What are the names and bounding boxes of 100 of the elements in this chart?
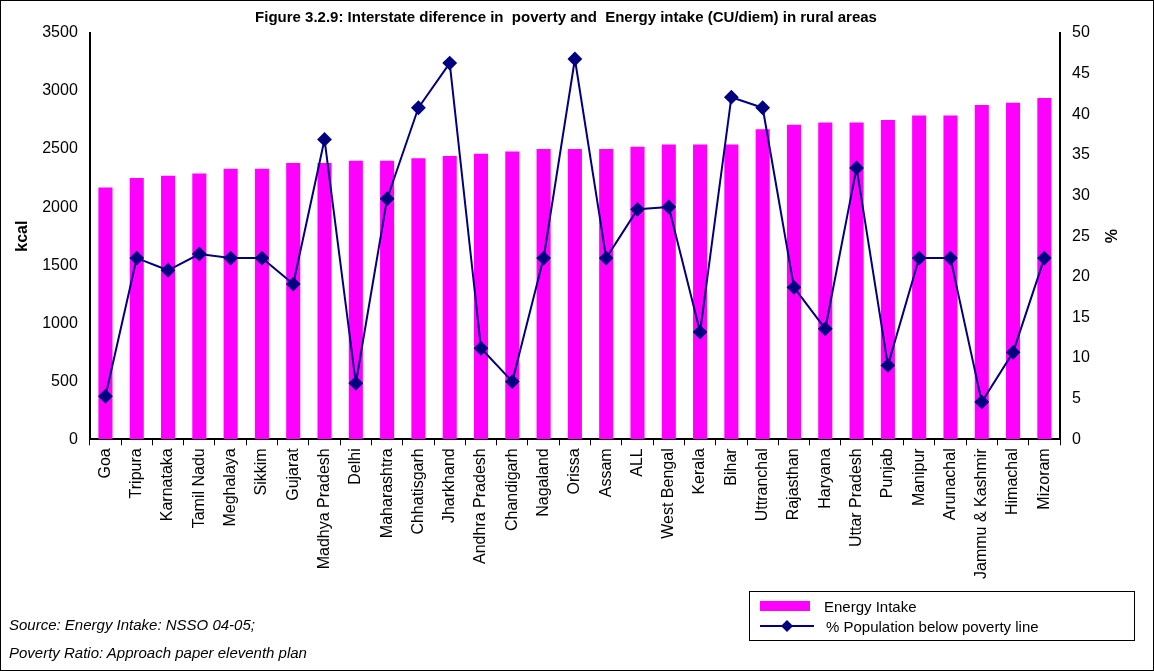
bar (724, 144, 739, 440)
x-tick-label: Gujarat (283, 447, 301, 501)
text: Poverty Ratio: Approach paper eleventh plan (9, 643, 307, 663)
y2-tick-label: 10 (1072, 348, 1090, 366)
point (724, 90, 739, 105)
y-tick-label: 1500 (42, 255, 78, 273)
x-tick-label: Jharkhand (440, 448, 458, 524)
bar (630, 146, 645, 440)
legend-label: Energy Intake (824, 597, 917, 615)
x-tick-label: Chhatisgarh (408, 448, 426, 535)
legend-label: % Population below poverty line (826, 617, 1039, 635)
point (192, 247, 207, 262)
bar (818, 122, 833, 440)
bar (755, 129, 770, 440)
bar (536, 149, 551, 440)
bar (442, 156, 457, 440)
point (98, 389, 113, 404)
chart-title: Figure 3.2.9: Interstate diference in poverty and Energy intake (CU/diem) in rural areas (255, 8, 877, 26)
bar (567, 149, 582, 440)
y-axis-title: kcal (13, 220, 31, 252)
bar (693, 144, 708, 440)
point (974, 394, 989, 409)
x-tick-label: Delhi (346, 448, 364, 485)
y2-tick-label: 40 (1072, 104, 1090, 122)
bar (254, 168, 269, 440)
bar (192, 173, 207, 440)
x-tick-label: Madhya Pradesh (314, 448, 332, 570)
point (849, 160, 864, 175)
x-tick-label: Sikkim (252, 448, 270, 496)
y2-tick-label: 0 (1072, 429, 1081, 447)
source-note: Source: Energy Intake: NSSO 04-05; (9, 615, 256, 635)
y-tick-label: 1000 (42, 313, 78, 331)
bar (1006, 102, 1021, 440)
point (286, 277, 301, 292)
x-tick-label: Manipur (909, 447, 927, 507)
bar (129, 178, 144, 440)
y2-tick-label: 30 (1072, 185, 1090, 203)
x-tick-label: Rajasthan (784, 448, 802, 521)
bar (380, 160, 395, 440)
x-tick-label: Himachal (1003, 448, 1021, 515)
bar (473, 153, 489, 440)
y-tick-label: 2000 (42, 197, 78, 215)
point (254, 251, 269, 266)
point (442, 56, 457, 71)
x-tick-label: Nagaland (534, 448, 552, 517)
x-tick-label: Orissa (565, 448, 583, 495)
x-tick-label: Bihar (721, 447, 739, 486)
bar (348, 160, 363, 440)
bar (161, 175, 176, 440)
bar (411, 158, 426, 440)
x-tick-label: West Bengal (659, 448, 677, 539)
y2-tick-label: 25 (1072, 226, 1090, 244)
point (786, 280, 801, 295)
point (474, 341, 489, 356)
x-tick-label: Kerala (690, 448, 708, 495)
point (380, 191, 395, 206)
y2-axis-title: % (1101, 229, 1119, 244)
x-tick-label: Mizoram (1034, 448, 1052, 510)
x-tick-label: Uttar Pradesh (846, 448, 864, 548)
x-tick-label: Tamil Nadu (189, 448, 207, 529)
point (223, 251, 238, 266)
point (599, 251, 614, 266)
point (880, 358, 895, 373)
point (912, 251, 927, 266)
bar (912, 115, 927, 440)
bar (943, 115, 958, 440)
bar (505, 151, 520, 440)
point (161, 263, 176, 278)
point (129, 251, 144, 266)
point (1006, 345, 1021, 360)
y-tick-label: 0 (68, 429, 78, 447)
x-tick-label: Andhra Pradesh (471, 448, 489, 564)
point (505, 374, 520, 389)
bar (1037, 98, 1052, 440)
y2-tick-label: 35 (1072, 145, 1090, 163)
x-tick-label: Goa (95, 448, 113, 479)
bar (974, 104, 989, 440)
bar (317, 163, 332, 440)
point (536, 251, 551, 266)
bar (786, 124, 802, 440)
point (630, 202, 645, 217)
bar (286, 163, 301, 440)
y2-tick-label: 50 (1072, 23, 1090, 41)
x-tick-label: Chandigarh (502, 448, 520, 532)
y2-tick-label: 45 (1072, 64, 1090, 82)
x-tick-label: Arunachal (940, 448, 958, 521)
x-tick-label: ALL (627, 448, 645, 477)
x-tick-label: Meghalaya (221, 448, 239, 527)
x-tick-label: Assam (596, 448, 614, 498)
y-tick-label: 500 (51, 371, 78, 389)
x-tick-label: Uttranchal (753, 448, 771, 522)
x-tick-label: Maharashtra (377, 448, 395, 539)
y2-tick-label: 5 (1072, 389, 1081, 407)
point (818, 321, 833, 336)
point (348, 376, 363, 391)
point (661, 199, 676, 214)
bar (880, 120, 895, 440)
x-tick-label: Haryana (815, 448, 833, 509)
bar (223, 168, 238, 440)
point (755, 100, 770, 115)
